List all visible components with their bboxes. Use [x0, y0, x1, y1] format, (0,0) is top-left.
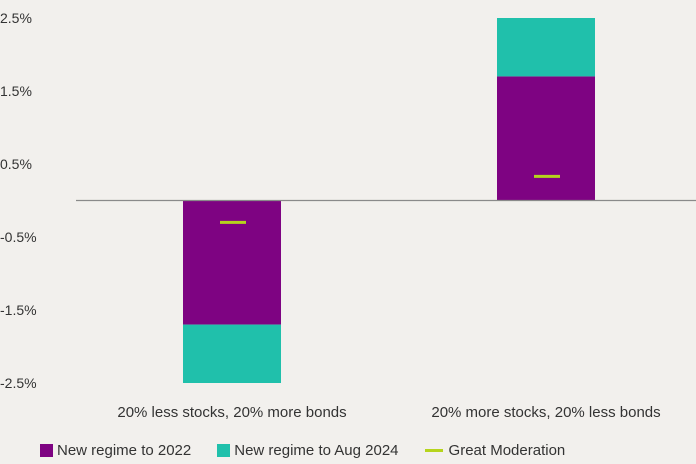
legend-label: Great Moderation	[448, 441, 566, 459]
legend-item-new-regime-aug-2024: New regime to Aug 2024	[217, 441, 399, 459]
y-tick-label: 0.5%	[0, 156, 32, 172]
legend-item-great-moderation: Great Moderation	[424, 441, 566, 459]
great-moderation-markers	[220, 174, 560, 224]
y-tick-label: -2.5%	[0, 375, 37, 391]
legend-swatch-teal	[217, 443, 231, 457]
legend-swatch-green-line	[424, 448, 443, 452]
legend: New regime to 2022 New regime to Aug 202…	[40, 440, 565, 460]
chart: 2.5% 1.5% 0.5% -0.5% -1.5% -2.5% 20% less sto…	[0, 10, 696, 421]
legend-swatch-purple	[40, 443, 53, 457]
bar-segment-0-1	[497, 76, 595, 201]
x-axis-categories: 20% less stocks, 20% more bonds 20% more …	[117, 404, 660, 421]
y-axis-ticks: 2.5% 1.5% 0.5% -0.5% -1.5% -2.5%	[0, 10, 37, 391]
y-tick-label: 2.5%	[0, 10, 32, 26]
y-tick-label: 1.5%	[0, 83, 32, 99]
category-label: 20% more stocks, 20% less bonds	[431, 404, 660, 421]
y-tick-label: -1.5%	[0, 302, 37, 318]
bar-segment-1-1	[497, 18, 595, 77]
category-label: 20% less stocks, 20% more bonds	[117, 404, 346, 421]
legend-label: New regime to Aug 2024	[234, 441, 399, 459]
bar-segment-0-0	[183, 200, 281, 325]
legend-item-new-regime-2022: New regime to 2022	[40, 442, 191, 459]
y-tick-label: -0.5%	[0, 229, 37, 245]
bar-segment-1-0	[183, 324, 281, 383]
legend-label: New regime to 2022	[57, 441, 192, 459]
